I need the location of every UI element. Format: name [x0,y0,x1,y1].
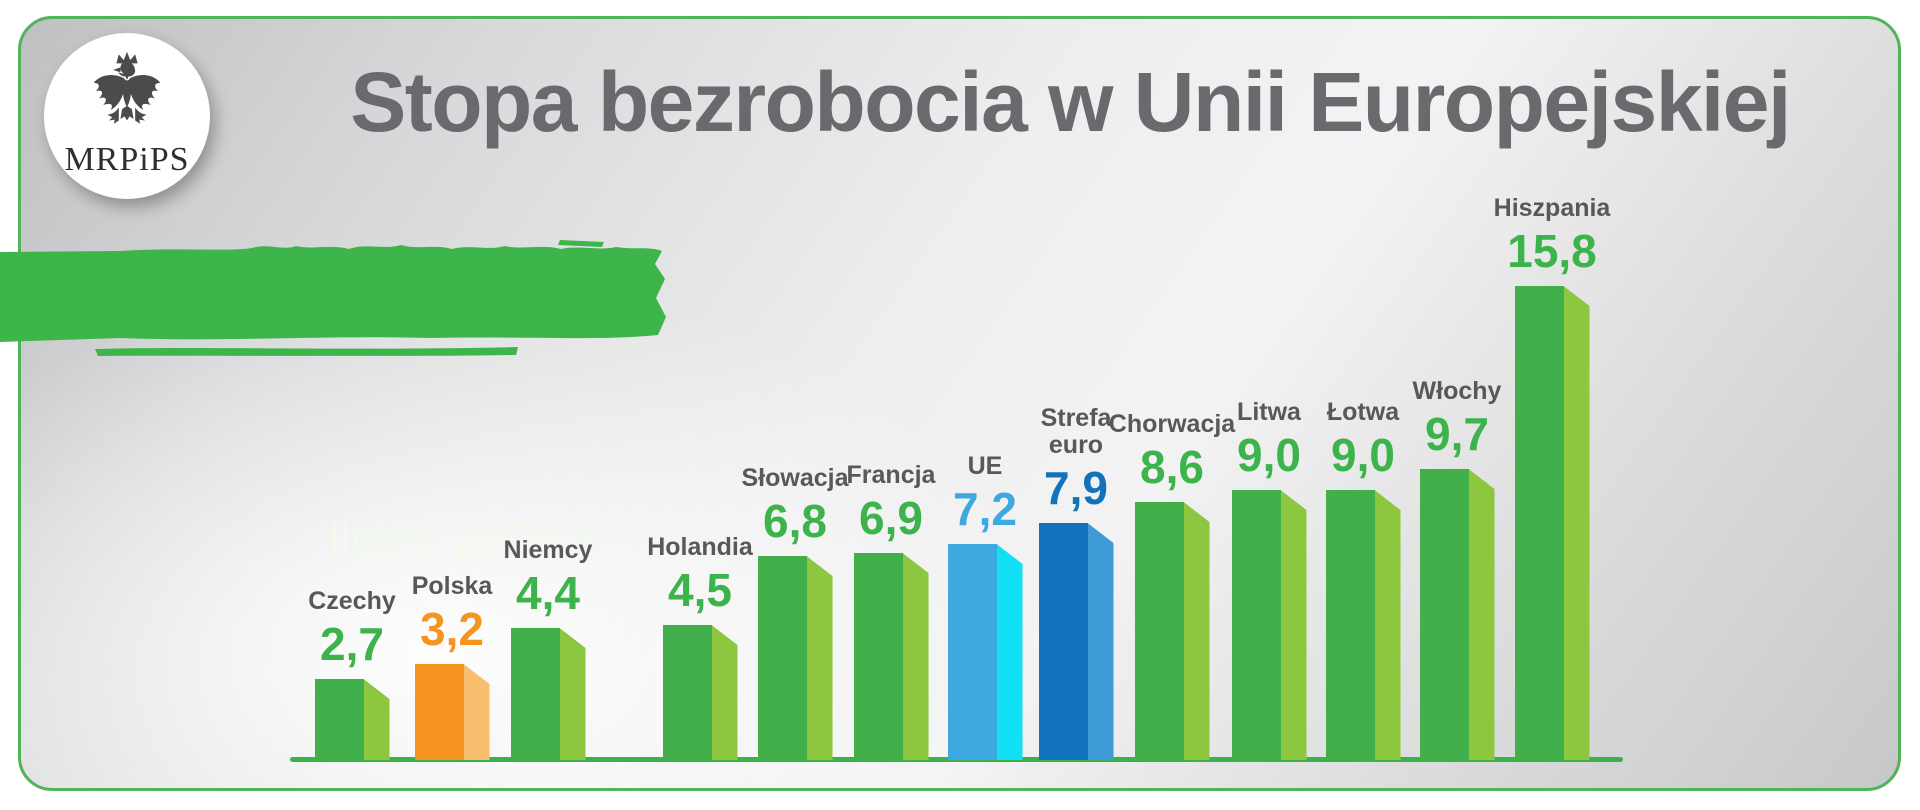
value-label: 15,8 [1507,225,1597,277]
value-label: 6,9 [859,492,923,544]
bar-side-face [1563,286,1590,760]
bar-group-polska: Polska 3,2 [357,573,547,760]
country-label: Łotwa [1326,398,1400,426]
bar-group-hiszpania: Hiszpania 15,8 [1457,195,1647,760]
value-label: 9,0 [1237,429,1301,481]
bar [662,625,738,760]
bar [1231,490,1307,760]
bar-main-face [1325,490,1375,760]
country-label: Włochy [1412,377,1502,405]
country-label: Niemcy [503,536,593,564]
bar-side-face [902,553,929,760]
page-title: Stopa bezrobocia w Unii Europejskiej [350,55,1791,149]
bar-group-włochy: Włochy 9,7 [1362,378,1552,760]
value-label: 7,2 [953,483,1017,535]
bar-group-niemcy: Niemcy 4,4 [453,537,643,760]
country-label: Strefa euro [1040,404,1112,459]
bar-main-face [1231,490,1281,760]
bar-main-face [1038,523,1088,760]
polish-eagle-icon [93,51,161,124]
value-label: 2,7 [320,618,384,670]
bar [314,679,390,760]
bar-side-face [806,556,833,760]
bar [1419,469,1495,760]
country-label: Hiszpania [1493,194,1611,222]
bar [1038,523,1114,760]
mrpips-logo: MRPiPS [44,33,210,199]
bar [414,664,490,760]
value-label: 9,7 [1425,408,1489,460]
bar-main-face [1419,469,1469,760]
bar-side-face [1087,523,1114,760]
logo-text: MRPiPS [64,141,190,178]
value-label: 4,5 [668,564,732,616]
value-label: 8,6 [1140,441,1204,493]
bar-group-słowacja: Słowacja 6,8 [700,465,890,760]
bar-group-czechy: Czechy 2,7 [257,588,447,760]
country-label: Chorwacja [1108,410,1236,438]
bar-side-face [1183,502,1210,760]
bar-group-francja: Francja 6,9 [796,462,986,760]
bar-side-face [996,544,1023,760]
bar-main-face [510,628,560,760]
bar-main-face [1134,502,1184,760]
bar [1325,490,1401,760]
country-label: Litwa [1237,398,1301,426]
period-label: lipiec 2020 r. [328,513,602,565]
country-label: Słowacja [741,464,849,492]
value-label: 9,0 [1331,429,1395,481]
value-label: 7,9 [1044,462,1108,514]
country-label: Holandia [647,533,753,561]
period-banner: lipiec 2020 r. [0,238,690,565]
bar [1514,286,1590,760]
country-label: Czechy [308,587,396,615]
bar-group-holandia: Holandia 4,5 [605,534,795,760]
bar [1134,502,1210,760]
bar-main-face [947,544,997,760]
bar-group-ue: UE 7,2 [890,453,1080,760]
bar-main-face [757,556,807,760]
bar-main-face [662,625,712,760]
bar-side-face [711,625,738,760]
value-label: 6,8 [763,495,827,547]
bar-group-chorwacja: Chorwacja 8,6 [1077,411,1267,760]
bar-main-face [853,553,903,760]
country-label: UE [967,452,1003,480]
bar-side-face [559,628,586,760]
country-label: Polska [411,572,493,600]
country-label: Francja [846,461,936,489]
bar [510,628,586,760]
bar [947,544,1023,760]
bar-main-face [314,679,364,760]
value-label: 3,2 [420,603,484,655]
bar [853,553,929,760]
bar-main-face [414,664,464,760]
bar-main-face [1514,286,1564,760]
bar [757,556,833,760]
bar-side-face [1374,490,1401,760]
bar-side-face [1280,490,1307,760]
brush-stroke [0,240,666,356]
bar-group-strefa-euro: Strefa euro 7,9 [981,405,1171,760]
value-label: 4,4 [516,567,580,619]
bar-side-face [1468,469,1495,760]
bar-group-łotwa: Łotwa 9,0 [1268,399,1458,760]
bar-group-litwa: Litwa 9,0 [1174,399,1364,760]
